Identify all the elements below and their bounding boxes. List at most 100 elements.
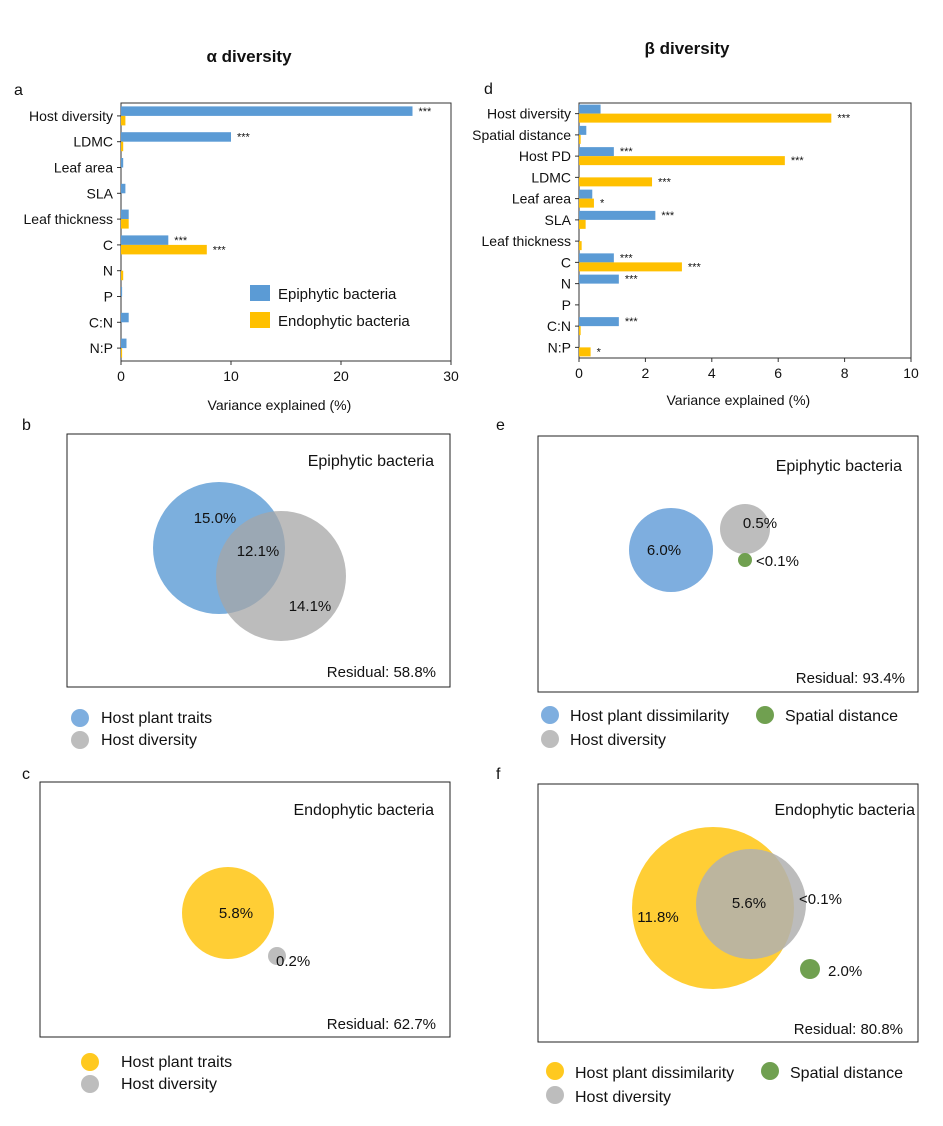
xtick-label-a: 20 (333, 368, 349, 384)
bar-epiphytic-d (579, 210, 656, 220)
legend-epi-swatch (250, 285, 270, 301)
chart-a: a Host diversity *** LDMC *** Leaf area SLA Le… (14, 82, 459, 413)
venn-e-v2: 0.5% (743, 515, 777, 532)
venn-e-legend-dissimilarity-dot (541, 706, 559, 724)
significance-label-d: *** (837, 113, 851, 125)
category-label-d: C:N (547, 318, 571, 334)
category-label-d: SLA (545, 212, 572, 228)
xtick-label-d: 2 (642, 365, 650, 381)
legend-endo-swatch (250, 312, 270, 328)
venn-c-v2: 0.2% (276, 953, 310, 970)
xtick-label-d: 6 (774, 365, 782, 381)
venn-b-diversity-circle (216, 511, 346, 641)
venn-f-title: Endophytic bacteria (774, 802, 915, 819)
venn-c-traits-circle (182, 867, 274, 959)
bar-epiphytic-a (121, 312, 129, 323)
venn-f-legend-spatial: Spatial distance (790, 1065, 903, 1082)
venn-e-diversity-circle (720, 504, 770, 554)
bar-endophytic-a (121, 219, 129, 229)
bar-endophytic-d (579, 347, 591, 357)
venn-c-legend-diversity: Host diversity (121, 1076, 217, 1093)
venn-b-legend-traits-dot (71, 709, 89, 727)
venn-c-diversity-circle (268, 947, 286, 965)
significance-label-d: *** (661, 210, 675, 222)
x-axis-label-d: Variance explained (%) (667, 392, 811, 408)
beta-header: β diversity (644, 39, 730, 58)
venn-c-legend-traits-dot (81, 1053, 99, 1071)
venn-f-residual: Residual: 80.8% (794, 1021, 903, 1038)
venn-f-diversity-circle (696, 849, 806, 959)
significance-label-a: *** (213, 244, 227, 256)
category-label-d: Spatial distance (472, 127, 571, 143)
category-label-d: Host PD (519, 148, 571, 164)
venn-e-legend-spatial: Spatial distance (785, 708, 898, 725)
significance-label-d: *** (658, 176, 672, 188)
category-label-a: SLA (87, 185, 114, 201)
bar-endophytic-d (579, 241, 582, 251)
venn-f-legend-dissimilarity-dot (546, 1062, 564, 1080)
plot-area-d (578, 102, 912, 359)
venn-f-spatial-circle (800, 959, 820, 979)
venn-e-residual: Residual: 93.4% (796, 670, 905, 687)
bar-endophytic-d (579, 177, 653, 187)
venn-e-legend-dissimilarity: Host plant dissimilarity (570, 708, 729, 725)
chart-d: d Host diversity *** Spatial distance Host … (472, 81, 919, 408)
significance-label-d: *** (625, 316, 639, 328)
legend-a: Epiphytic bacteria Endophytic bacteria (250, 285, 410, 330)
venn-c: c Endophytic bacteria 5.8% 0.2% Residual… (22, 766, 451, 1093)
venn-e-spatial-circle (738, 553, 752, 567)
category-label-a: Leaf area (54, 160, 113, 176)
bar-endophytic-d (579, 219, 586, 229)
x-axis-label-a: Variance explained (%) (208, 397, 352, 413)
category-label-a: C (103, 237, 113, 253)
bar-endophytic-d (579, 326, 581, 336)
panel-label-d: d (484, 81, 493, 98)
venn-e-title: Epiphytic bacteria (776, 458, 902, 475)
venn-b-frame (66, 433, 451, 688)
bar-epiphytic-d (579, 274, 619, 284)
venn-f-v2: <0.1% (799, 891, 842, 908)
venn-e-dissimilarity-circle (629, 508, 713, 592)
venn-e-frame (537, 435, 919, 693)
venn-c-legend-diversity-dot (81, 1075, 99, 1093)
venn-c-frame (39, 781, 451, 1038)
significance-label-d: * (600, 198, 605, 210)
bar-endophytic-d (579, 156, 785, 166)
category-label-a: Host diversity (29, 108, 113, 124)
category-label-a: C:N (89, 314, 113, 330)
category-label-d: C (561, 254, 571, 270)
alpha-header: α diversity (206, 47, 292, 66)
venn-b-legend-diversity-dot (71, 731, 89, 749)
category-label-d: Leaf area (512, 191, 571, 207)
venn-c-legend-traits: Host plant traits (121, 1054, 232, 1071)
bar-epiphytic-d (579, 253, 614, 263)
venn-f-legend-dissimilarity: Host plant dissimilarity (575, 1065, 734, 1082)
venn-f-v12: 5.6% (732, 895, 766, 912)
venn-e-v3: <0.1% (756, 553, 799, 570)
venn-f-v3: 2.0% (828, 963, 862, 980)
xtick-label-a: 10 (223, 368, 239, 384)
category-label-d: LDMC (531, 169, 571, 185)
significance-label-d: * (597, 346, 602, 358)
panel-label-e: e (496, 417, 505, 434)
venn-c-v1: 5.8% (219, 905, 253, 922)
bar-epiphytic-d (579, 189, 593, 199)
bar-endophytic-a (121, 244, 207, 255)
xtick-label-d: 0 (575, 365, 583, 381)
venn-b-legend-traits: Host plant traits (101, 710, 212, 727)
category-label-a: P (104, 289, 113, 305)
significance-label-a: *** (419, 106, 433, 118)
venn-c-title: Endophytic bacteria (293, 802, 434, 819)
significance-label-d: *** (688, 261, 702, 273)
category-label-d: Host diversity (487, 106, 571, 122)
venn-b: b Epiphytic bacteria 15.0% 12.1% 14.1% R… (22, 417, 451, 749)
category-label-a: Leaf thickness (24, 211, 114, 227)
bar-epiphytic-d (579, 125, 587, 135)
significance-label-d: *** (620, 146, 634, 158)
significance-label-a: *** (174, 235, 188, 247)
venn-e-legend-spatial-dot (756, 706, 774, 724)
bar-epiphytic-a (121, 132, 231, 142)
bar-epiphytic-d (579, 317, 619, 327)
plot-area-a (120, 102, 452, 362)
